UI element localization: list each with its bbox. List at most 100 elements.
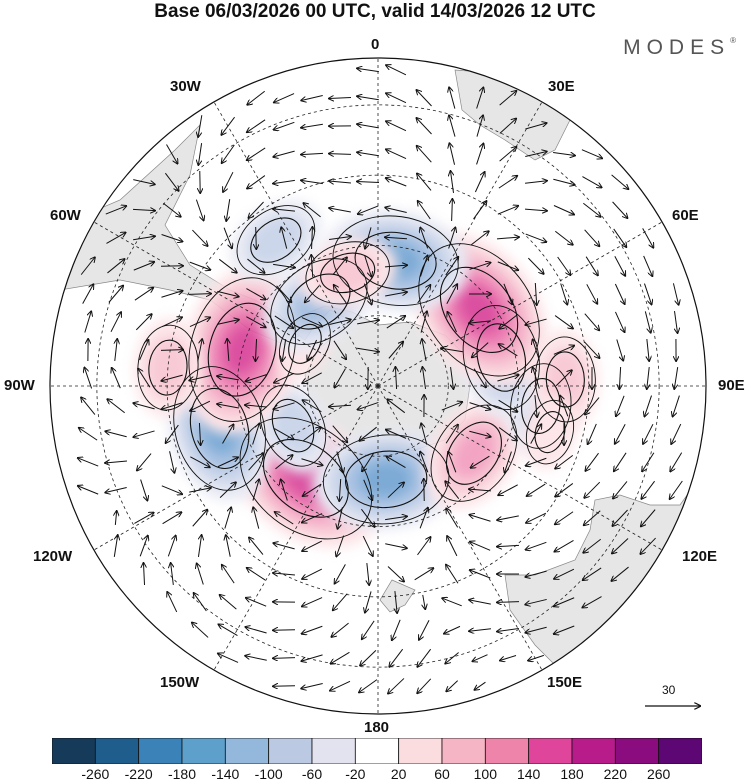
wind-arrow: [670, 480, 683, 499]
wind-arrow: [446, 284, 457, 304]
wind-arrow: [195, 199, 203, 221]
anomaly-blob: [451, 428, 496, 479]
wind-arrow: [557, 256, 571, 275]
wind-arrow: [80, 257, 95, 275]
wind-arrow: [445, 481, 460, 500]
wind-arrow: [115, 511, 116, 525]
colorbar-swatch: [94, 738, 140, 764]
wind-arrow: [84, 368, 93, 389]
wind-arrow: [252, 424, 260, 445]
wind-arrow: [245, 405, 267, 407]
wind-arrow: [673, 395, 680, 417]
wind-arrow: [107, 399, 125, 414]
wind-arrow: [499, 314, 517, 328]
wind-arrow: [448, 452, 457, 473]
colorbar-swatch: [614, 738, 660, 764]
anomaly-blob: [360, 461, 412, 497]
wind-arrow: [335, 564, 346, 583]
wind-arrow: [219, 624, 238, 637]
colorbar-tick-label: 180: [560, 766, 584, 782]
colorbar-tick-label: 140: [516, 766, 541, 782]
wind-arrow: [395, 591, 397, 613]
colorbar-tick-label: -180: [167, 766, 197, 782]
wind-arrow: [217, 457, 238, 468]
latitude-circle: [96, 104, 660, 668]
wind-arrow: [367, 563, 369, 585]
wind-arrow: [249, 537, 264, 555]
wind-arrow: [217, 290, 238, 296]
geopotential-contour: [510, 363, 572, 449]
wind-arrow: [674, 367, 679, 389]
colorbar-swatch: [311, 738, 356, 764]
wind-arrow: [134, 288, 153, 301]
wind-arrow: [555, 511, 574, 524]
wind-arrow: [385, 543, 407, 549]
wind-arrow: [189, 488, 211, 493]
wind-arrow: [449, 143, 456, 165]
wind-arrow: [560, 283, 568, 305]
wind-arrow: [329, 97, 352, 98]
wind-arrow: [198, 535, 201, 557]
geopotential-contour: [287, 273, 351, 330]
wind-arrow: [554, 568, 575, 579]
lon-label-90w: 90W: [4, 377, 35, 394]
wind-arrow: [497, 545, 520, 546]
wind-arrow: [647, 367, 649, 389]
wind-arrow: [526, 541, 547, 549]
wind-arrow: [192, 510, 208, 527]
wind-arrow: [585, 256, 598, 276]
wind-arrow: [161, 402, 183, 410]
brand-name: MODES: [623, 36, 731, 59]
wind-arrow: [166, 144, 178, 163]
wind-arrow: [554, 315, 573, 329]
wind-arrow: [248, 454, 264, 471]
wind-arrow: [387, 566, 404, 581]
lon-label-90e: 90E: [718, 377, 745, 394]
colorbar-swatch: [138, 738, 183, 764]
wind-arrow: [274, 93, 295, 103]
wind-arrow: [198, 143, 203, 165]
wind-arrow: [362, 452, 375, 472]
wind-arrow: [584, 229, 600, 246]
wind-arrow: [525, 123, 546, 130]
meridian-line: [377, 385, 543, 671]
wind-arrow: [499, 91, 517, 106]
wind-arrow: [445, 257, 458, 276]
wind-arrow: [615, 311, 624, 332]
wind-arrow: [305, 285, 320, 303]
wind-arrow: [500, 654, 517, 660]
wind-arrow: [530, 424, 542, 444]
wind-arrow: [163, 202, 180, 217]
wind-arrow: [189, 375, 211, 381]
wind-arrow: [422, 339, 427, 361]
wind-arrow: [675, 311, 678, 333]
wind-arrow: [525, 152, 546, 157]
wind-arrow: [224, 507, 231, 529]
geopotential-contour: [525, 399, 574, 465]
wind-arrow: [387, 482, 404, 498]
anomaly-blob: [224, 325, 260, 374]
wind-arrow: [364, 255, 372, 277]
wind-arrow: [642, 452, 655, 472]
colorbar-tick-label: 260: [646, 766, 671, 782]
wind-arrow: [446, 565, 459, 584]
wind-arrow: [363, 479, 373, 500]
wind-arrow: [497, 602, 520, 603]
wind-arrow: [252, 479, 259, 501]
geopotential-contour: [332, 215, 459, 306]
wind-arrow: [498, 176, 517, 189]
wind-arrow: [385, 207, 407, 214]
wind-arrow: [220, 595, 237, 610]
wind-arrow: [469, 489, 492, 491]
wind-arrow: [358, 401, 379, 409]
wind-arrow: [245, 627, 267, 634]
wind-arrow: [525, 181, 547, 184]
wind-arrow: [473, 654, 488, 662]
wind-arrow: [423, 594, 425, 609]
wind-arrow: [445, 425, 458, 444]
meridian-line: [213, 385, 379, 671]
wind-arrow: [358, 205, 379, 214]
wind-arrow: [198, 115, 203, 137]
wind-arrow: [273, 150, 295, 157]
meridian-line: [93, 385, 379, 551]
